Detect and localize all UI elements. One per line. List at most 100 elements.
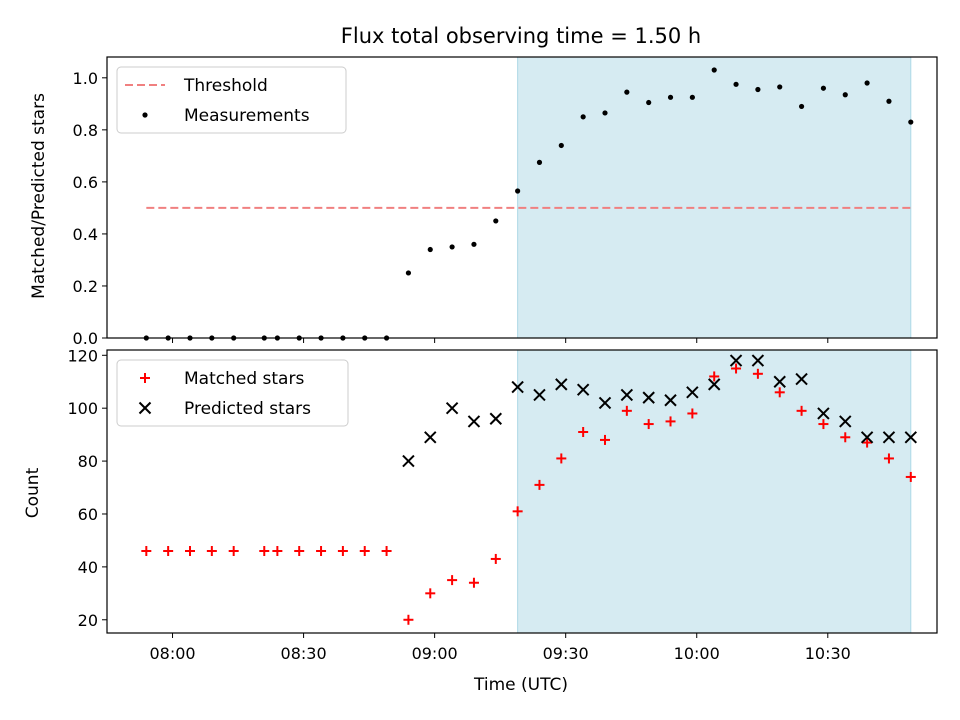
measurement-point [886,98,892,104]
y-tick-label: 100 [67,399,98,418]
measurement-point [427,246,433,253]
x-stroke [445,401,459,415]
y-tick-label: 0.8 [73,121,98,140]
y-tick-label: 0.2 [73,277,98,296]
matched-star-point [818,419,829,430]
y-tick-label: 0.6 [73,173,98,192]
top-y-axis-label: Matched/Predicted stars [29,93,49,299]
x-tick-label: 08:30 [281,644,327,663]
x-stroke [424,431,437,444]
x-stroke [642,391,655,404]
predicted-star-point [664,394,677,407]
x-stroke [882,431,896,444]
predicted-star-point [598,396,612,410]
x-stroke [402,454,415,468]
predicted-star-point [904,431,917,444]
matched-star-point [621,405,632,416]
measurement-point [733,81,739,87]
measurement-point [755,86,761,93]
measurement-point [405,270,412,276]
predicted-star-point [511,380,524,394]
x-stroke [489,412,502,425]
top-panel: 0.0 0.2 0.4 0.6 0.8 1.0 Threshold Measurements [73,56,938,348]
matched-star-point [665,416,676,427]
legend-box [116,66,347,134]
matched-star-point [185,546,195,557]
observing-window-shade [517,56,912,339]
bottom-y-axis-label: Count [23,467,43,518]
predicted-star-point [708,378,721,391]
x-stroke [904,431,917,444]
predicted-star-point [445,401,459,415]
measurement-point [711,67,717,73]
x-stroke [533,388,546,402]
predicted-star-point [751,354,765,367]
matched-star-point [600,434,610,445]
predicted-star-point [839,415,852,428]
matched-star-point [709,371,720,382]
x-stroke [598,396,612,410]
x-stroke [839,415,852,428]
predicted-star-point [620,388,634,402]
legend: Matched stars Predicted stars [116,359,349,427]
matched-star-point [425,588,436,599]
matched-star-point [840,432,851,443]
matched-star-point [294,546,305,557]
matched-star-point [141,546,152,557]
matched-star-point [359,546,370,557]
matched-star-point [687,408,698,419]
matched-star-point [643,419,654,430]
predicted-star-point [489,412,502,425]
predicted-star-point [795,372,808,386]
legend-label: Threshold [183,76,268,96]
x-tick-label: 08:00 [149,644,195,663]
measurement-point [515,188,521,194]
x-stroke [729,354,743,367]
x-tick-label: 10:30 [805,644,851,663]
measurement-point [820,85,827,91]
measurement-point [667,94,674,100]
measurement-point [536,159,543,165]
x-tick-label: 09:30 [543,644,589,663]
y-tick-label: 120 [67,346,98,365]
matched-star-point [534,479,545,490]
axes-frame [106,56,938,339]
matched-star-point [774,387,785,398]
y-tick-label: 0.4 [73,225,98,244]
measurement-point [449,244,455,250]
measurement-point [471,241,477,247]
x-stroke [773,375,786,388]
matched-star-point [337,546,348,557]
legend-x-swatch [138,401,152,415]
legend-label: Predicted stars [184,399,311,419]
x-stroke [511,380,524,394]
matched-star-point [731,363,742,374]
x-stroke [817,407,830,420]
matched-star-point [578,426,589,437]
legend: Threshold Measurements [116,66,347,134]
predicted-star-point [467,415,481,428]
measurement-point [842,92,848,98]
matched-star-point [272,546,283,557]
matched-star-point [381,546,392,557]
predicted-star-point [817,407,830,420]
predicted-star-point [686,386,699,399]
predicted-star-point [642,391,655,404]
matched-star-point [259,546,270,557]
y-tick-label: 40 [78,558,98,577]
y-tick-label: 20 [78,611,98,630]
predicted-star-point [773,375,786,388]
measurement-point [798,103,805,110]
y-tick-label: 0.0 [73,329,98,348]
matched-star-point [905,471,916,482]
legend-label: Measurements [184,106,310,126]
matched-star-point [403,614,414,625]
matched-star-point [796,405,807,416]
predicted-star-point [424,431,437,444]
observing-window-shade [517,349,912,634]
predicted-star-point [860,431,874,444]
matched-star-point [556,453,567,464]
measurement-point [777,84,783,90]
measurement-point [689,94,695,100]
